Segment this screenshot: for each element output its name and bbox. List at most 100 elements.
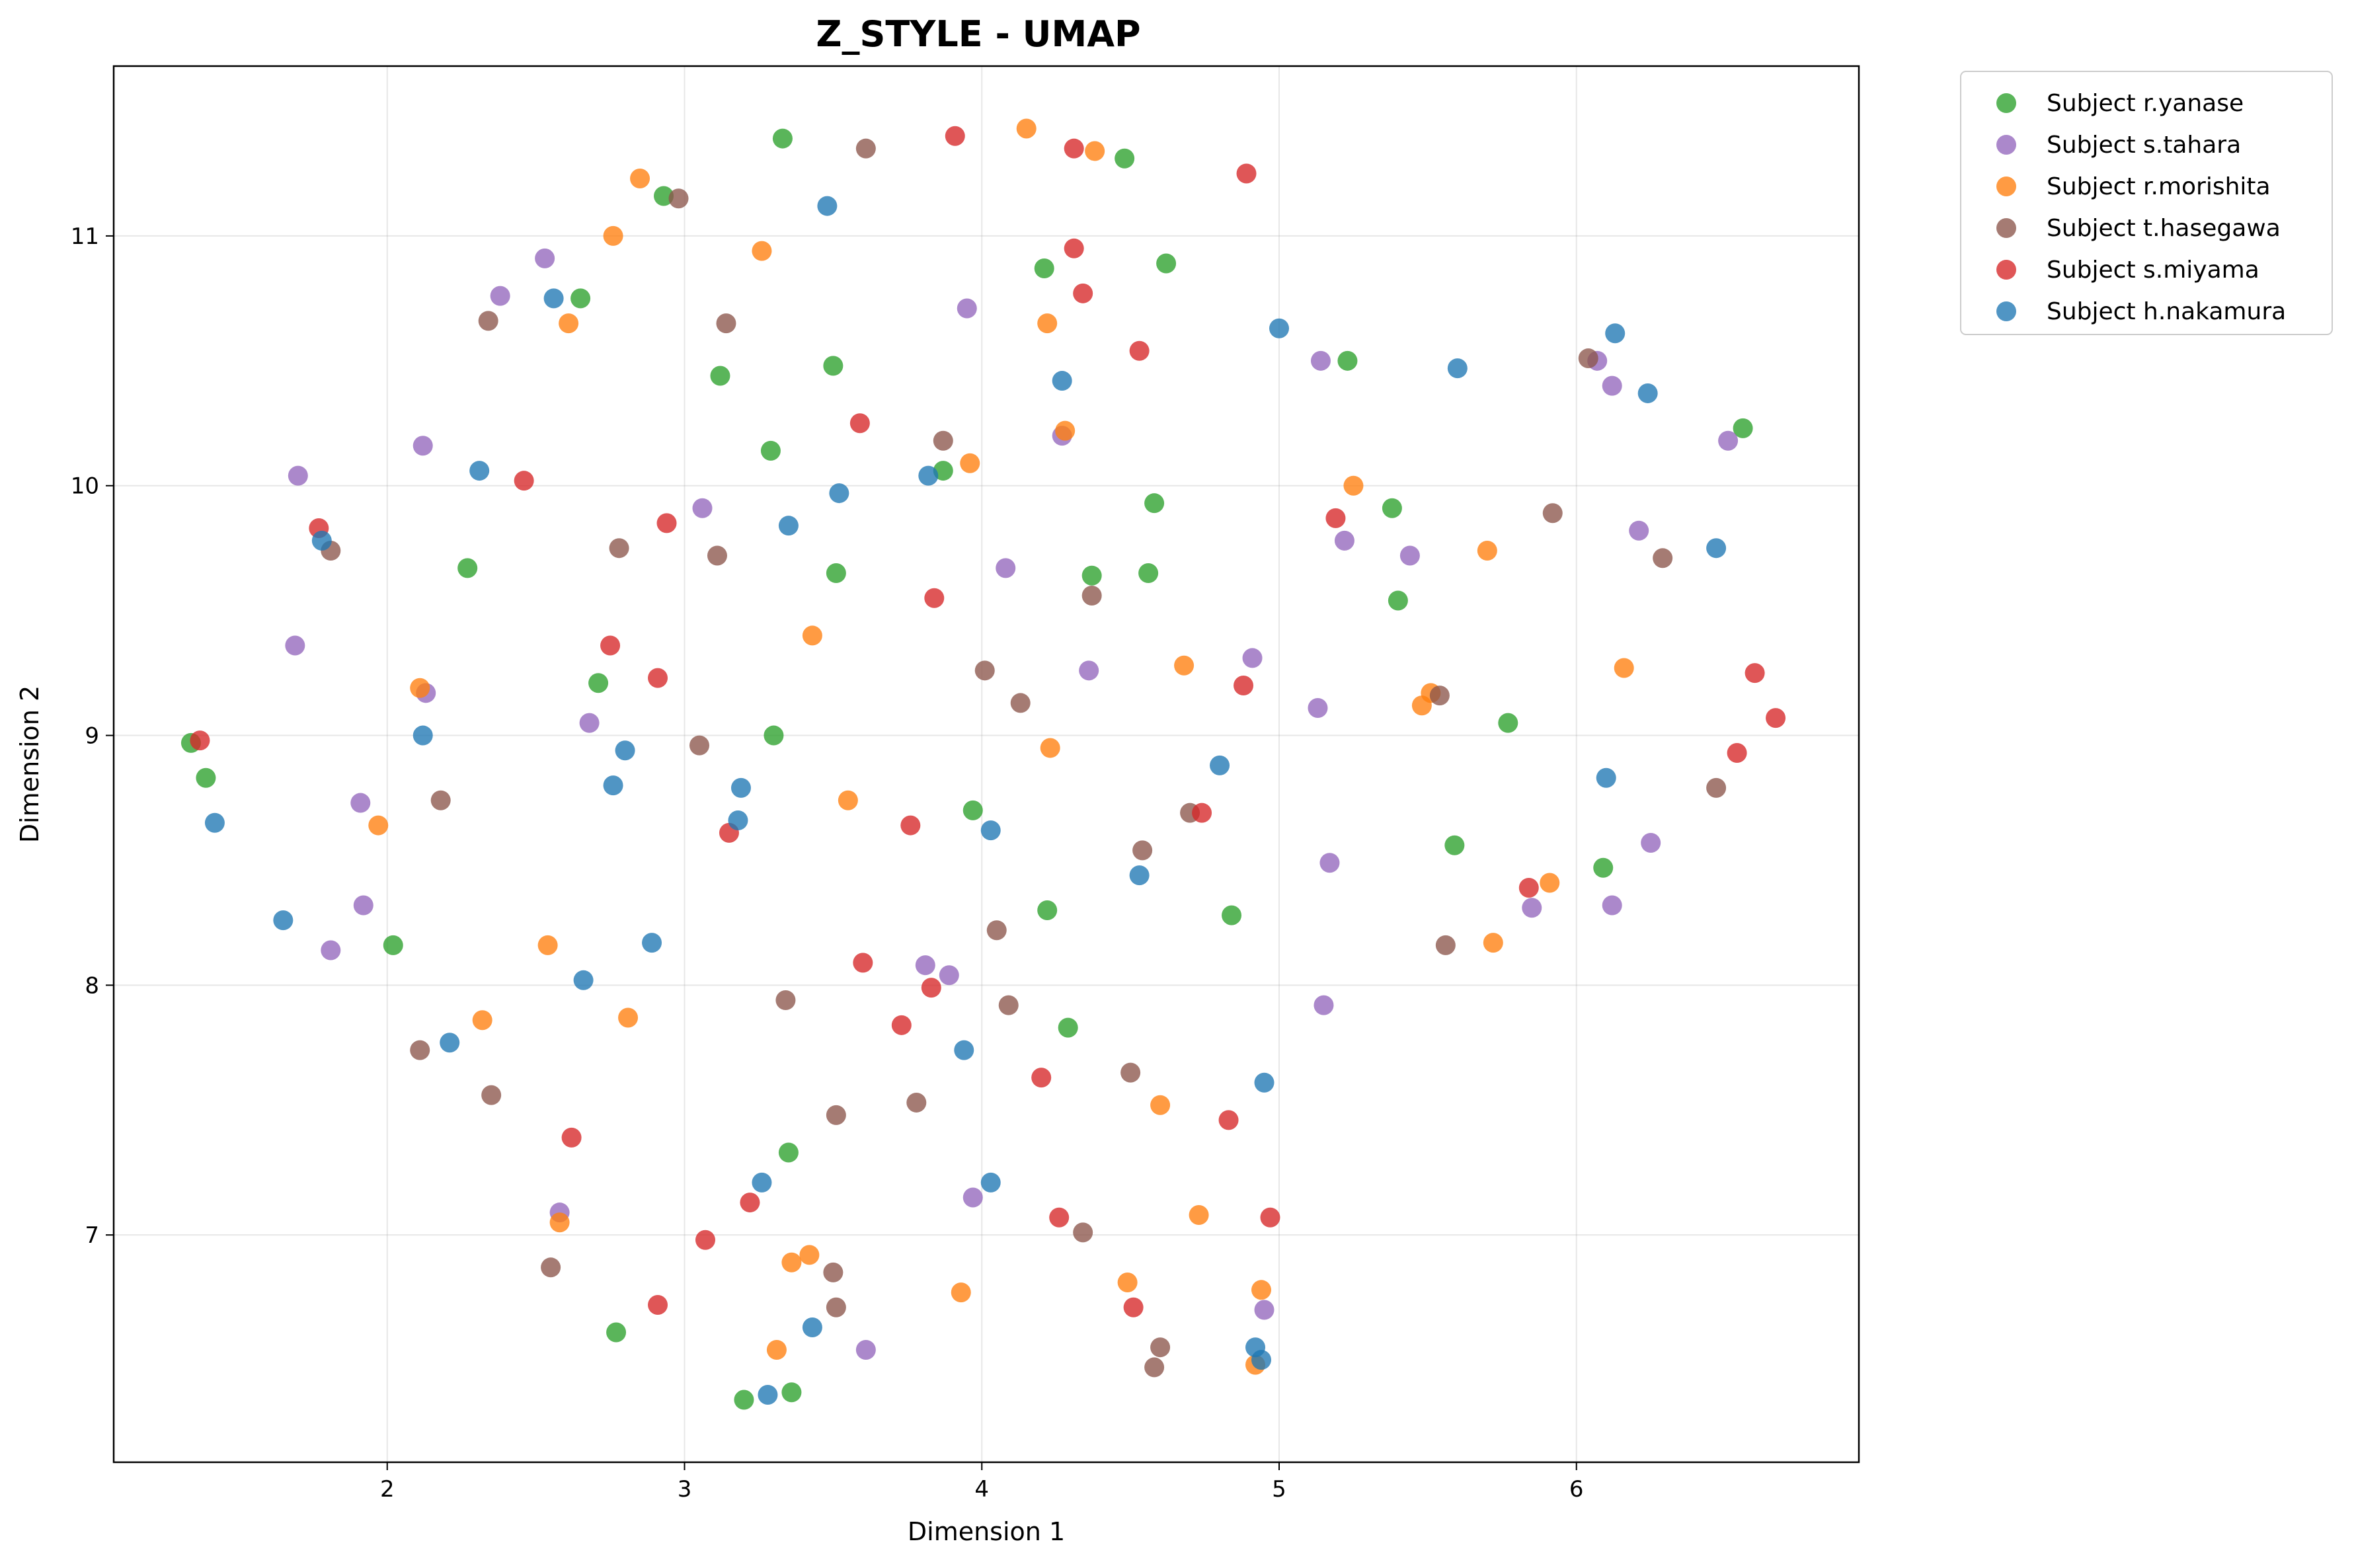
data-point bbox=[1150, 1337, 1171, 1358]
data-point bbox=[1733, 418, 1753, 438]
data-point bbox=[549, 1212, 570, 1233]
data-point bbox=[826, 1297, 846, 1317]
data-point bbox=[921, 978, 941, 998]
data-point bbox=[353, 895, 373, 916]
data-point bbox=[849, 413, 870, 434]
data-point bbox=[190, 730, 210, 751]
data-point bbox=[1435, 935, 1456, 955]
data-point bbox=[1052, 371, 1072, 391]
data-point bbox=[1236, 163, 1257, 184]
data-point bbox=[1055, 420, 1076, 441]
data-point bbox=[1388, 590, 1408, 611]
data-point bbox=[490, 286, 510, 306]
data-point bbox=[918, 465, 939, 486]
data-point bbox=[1745, 663, 1765, 684]
data-point bbox=[1260, 1207, 1280, 1228]
data-point bbox=[1037, 900, 1058, 921]
data-point bbox=[273, 910, 294, 931]
data-point bbox=[695, 1230, 715, 1250]
data-point bbox=[1337, 350, 1358, 371]
data-point bbox=[1218, 1110, 1239, 1130]
data-point bbox=[853, 953, 873, 973]
data-point bbox=[1343, 475, 1364, 496]
data-point bbox=[656, 513, 677, 533]
data-point bbox=[1518, 878, 1539, 898]
data-point bbox=[855, 138, 876, 159]
data-point bbox=[915, 955, 935, 976]
data-point bbox=[1637, 383, 1658, 403]
data-point bbox=[285, 635, 305, 656]
data-point bbox=[1049, 1207, 1070, 1228]
data-point bbox=[368, 815, 389, 836]
data-point bbox=[764, 725, 784, 746]
data-point bbox=[537, 935, 558, 955]
data-point bbox=[1210, 755, 1230, 775]
legend-marker bbox=[1996, 135, 2016, 155]
x-tick-label: 3 bbox=[678, 1476, 692, 1503]
data-point bbox=[710, 366, 730, 386]
data-point bbox=[1150, 1095, 1171, 1115]
legend-marker bbox=[1996, 176, 2016, 196]
data-point bbox=[1222, 905, 1242, 925]
data-point bbox=[1593, 857, 1614, 878]
data-point bbox=[1117, 1272, 1138, 1292]
data-point bbox=[1138, 563, 1159, 583]
legend: Subject r.yanase Subject s.tahara Subject … bbox=[1960, 71, 2333, 335]
data-point bbox=[1115, 148, 1135, 169]
data-point bbox=[543, 288, 564, 309]
data-point bbox=[383, 935, 403, 955]
data-point bbox=[561, 1127, 582, 1148]
data-point bbox=[980, 1172, 1001, 1193]
data-point bbox=[1596, 767, 1616, 788]
data-point bbox=[775, 990, 796, 1011]
data-point bbox=[1058, 1017, 1078, 1038]
data-point bbox=[1483, 933, 1503, 953]
y-tick-label: 10 bbox=[71, 473, 99, 500]
data-point bbox=[1522, 898, 1542, 918]
series-0 bbox=[180, 128, 1753, 1410]
data-point bbox=[766, 1339, 787, 1360]
data-point bbox=[730, 777, 751, 798]
data-point bbox=[668, 188, 689, 209]
data-point bbox=[1314, 995, 1334, 1015]
data-point bbox=[962, 800, 983, 820]
data-point bbox=[1718, 430, 1739, 451]
data-point bbox=[1605, 323, 1626, 344]
data-point bbox=[760, 440, 781, 461]
data-point bbox=[440, 1033, 460, 1053]
x-tick-label: 5 bbox=[1272, 1476, 1286, 1503]
data-point bbox=[891, 1015, 912, 1035]
data-point bbox=[573, 970, 594, 990]
legend-marker bbox=[1996, 301, 2016, 321]
series-1 bbox=[285, 248, 1739, 1360]
data-point bbox=[1411, 695, 1432, 716]
data-point bbox=[478, 311, 498, 331]
series-4 bbox=[190, 126, 1786, 1317]
data-point bbox=[1542, 503, 1563, 524]
data-point bbox=[514, 471, 534, 491]
legend-marker bbox=[1996, 93, 2016, 113]
data-point bbox=[630, 169, 650, 189]
data-point bbox=[716, 313, 736, 334]
data-point bbox=[1037, 313, 1058, 334]
data-point bbox=[579, 713, 600, 733]
data-point bbox=[457, 558, 478, 578]
data-point bbox=[311, 530, 332, 551]
data-point bbox=[980, 820, 1001, 841]
data-point bbox=[1310, 350, 1331, 371]
data-point bbox=[1073, 283, 1093, 303]
data-point bbox=[1189, 1204, 1209, 1225]
data-point bbox=[829, 483, 849, 504]
data-point bbox=[430, 790, 451, 810]
data-point bbox=[321, 940, 341, 960]
data-point bbox=[1251, 1350, 1272, 1370]
data-points bbox=[180, 118, 1786, 1410]
data-point bbox=[288, 465, 308, 486]
data-point bbox=[410, 678, 430, 698]
data-point bbox=[196, 767, 216, 788]
data-point bbox=[1498, 713, 1518, 733]
data-point bbox=[692, 498, 713, 518]
data-point bbox=[618, 1007, 639, 1028]
data-point bbox=[1081, 585, 1102, 606]
